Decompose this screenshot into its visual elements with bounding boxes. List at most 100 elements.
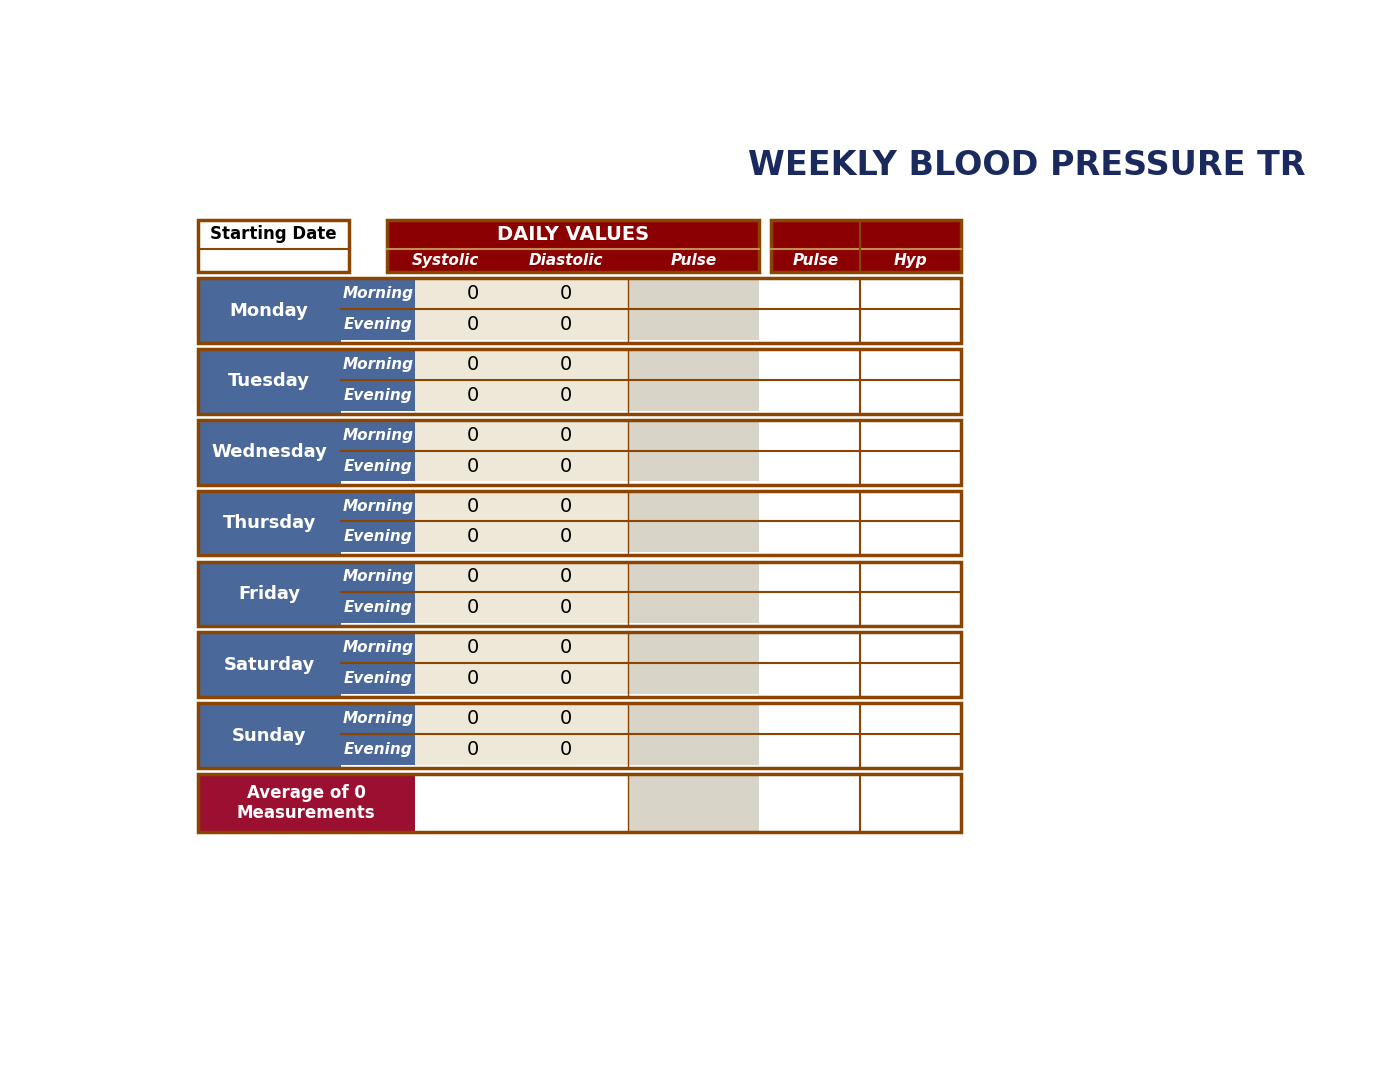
Bar — [627, 278, 760, 308]
Text: Morning: Morning — [342, 428, 413, 443]
Bar — [627, 664, 760, 694]
Bar — [342, 380, 414, 411]
Bar — [771, 592, 860, 623]
Bar — [627, 380, 760, 411]
Text: Evening: Evening — [343, 317, 413, 332]
Text: Sunday: Sunday — [231, 727, 307, 745]
Bar — [414, 704, 531, 734]
Text: Evening: Evening — [343, 601, 413, 616]
Bar — [198, 278, 960, 343]
Bar — [503, 308, 627, 340]
Bar — [414, 308, 531, 340]
Bar — [627, 592, 760, 623]
Bar — [503, 704, 627, 734]
Bar — [860, 592, 960, 623]
Bar — [627, 451, 760, 481]
Bar — [198, 420, 342, 484]
Bar — [414, 592, 531, 623]
Text: Evening: Evening — [343, 742, 413, 757]
Text: Evening: Evening — [343, 388, 413, 403]
Text: 0: 0 — [559, 386, 572, 405]
Bar — [860, 664, 960, 694]
Bar — [503, 451, 627, 481]
Bar — [503, 664, 627, 694]
Text: Thursday: Thursday — [223, 514, 316, 532]
Bar — [771, 219, 960, 272]
Text: 0: 0 — [559, 315, 572, 333]
Text: Friday: Friday — [238, 585, 300, 603]
Bar — [198, 219, 348, 272]
Bar — [198, 278, 342, 343]
Bar — [627, 349, 760, 380]
Text: Morning: Morning — [342, 569, 413, 584]
Bar — [771, 349, 860, 380]
Bar — [198, 420, 960, 484]
Text: 0: 0 — [559, 669, 572, 689]
Bar — [771, 451, 860, 481]
Bar — [342, 704, 414, 734]
Bar — [860, 704, 960, 734]
Bar — [198, 491, 960, 555]
Text: WEEKLY BLOOD PRESSURE TR: WEEKLY BLOOD PRESSURE TR — [749, 149, 1306, 182]
Text: Saturday: Saturday — [223, 656, 315, 673]
Text: Morning: Morning — [342, 498, 413, 514]
Text: 0: 0 — [467, 386, 478, 405]
Bar — [771, 491, 860, 521]
Bar — [414, 734, 531, 765]
Bar — [342, 278, 414, 308]
Bar — [414, 521, 531, 553]
Bar — [860, 521, 960, 553]
Bar — [414, 664, 531, 694]
Text: Hyp: Hyp — [894, 253, 927, 268]
Text: Diastolic: Diastolic — [528, 253, 602, 268]
Text: Tuesday: Tuesday — [229, 372, 311, 390]
Text: 0: 0 — [467, 567, 478, 586]
Bar — [860, 451, 960, 481]
Text: Pulse: Pulse — [792, 253, 839, 268]
Text: 0: 0 — [559, 528, 572, 546]
Bar — [771, 420, 860, 451]
Text: 0: 0 — [559, 456, 572, 476]
Text: Monday: Monday — [230, 302, 308, 319]
Text: 0: 0 — [559, 426, 572, 445]
Bar — [414, 420, 531, 451]
Bar — [771, 308, 860, 340]
Bar — [771, 278, 860, 308]
Bar — [627, 632, 760, 664]
Bar — [198, 704, 960, 768]
Text: Systolic: Systolic — [411, 253, 480, 268]
Text: 0: 0 — [467, 496, 478, 516]
Text: 0: 0 — [559, 598, 572, 617]
Bar — [414, 632, 531, 664]
Bar — [503, 632, 627, 664]
Bar — [503, 561, 627, 592]
Text: 0: 0 — [467, 456, 478, 476]
Text: 0: 0 — [467, 639, 478, 657]
Bar — [388, 219, 760, 272]
Bar — [627, 491, 760, 521]
Bar — [627, 521, 760, 553]
Bar — [860, 278, 960, 308]
Text: 0: 0 — [559, 709, 572, 728]
Bar — [627, 308, 760, 340]
Bar — [860, 380, 960, 411]
Text: 0: 0 — [467, 598, 478, 617]
Text: 0: 0 — [467, 669, 478, 689]
Bar — [503, 521, 627, 553]
Bar — [342, 420, 414, 451]
Bar — [414, 451, 531, 481]
Bar — [627, 734, 760, 765]
Bar — [860, 632, 960, 664]
Bar — [414, 491, 531, 521]
Text: 0: 0 — [467, 355, 478, 374]
Bar — [771, 664, 860, 694]
Bar — [627, 704, 760, 734]
Bar — [860, 420, 960, 451]
Bar — [342, 451, 414, 481]
Text: Evening: Evening — [343, 458, 413, 473]
Bar — [860, 561, 960, 592]
Bar — [342, 664, 414, 694]
Text: 0: 0 — [559, 740, 572, 759]
Bar — [503, 349, 627, 380]
Bar — [198, 561, 342, 627]
